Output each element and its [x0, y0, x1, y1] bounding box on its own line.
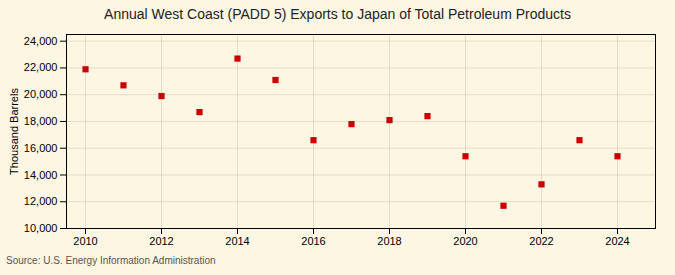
svg-text:2024: 2024	[605, 235, 629, 247]
svg-text:16,000: 16,000	[24, 142, 58, 154]
svg-text:12,000: 12,000	[24, 195, 58, 207]
svg-text:22,000: 22,000	[24, 61, 58, 73]
html-text:Annual West Coast (PADD 5) Exp: Annual West Coast (PADD 5) Exports to Ja…	[104, 6, 571, 22]
html-text:Source: U.S. Energy Informatio: Source: U.S. Energy Information Administ…	[6, 255, 216, 266]
svg-text:2014: 2014	[225, 235, 249, 247]
svg-text:2012: 2012	[149, 235, 173, 247]
svg-text:24,000: 24,000	[24, 35, 58, 47]
svg-text:10,000: 10,000	[24, 222, 58, 234]
svg-text:2020: 2020	[453, 235, 477, 247]
svg-text:2010: 2010	[73, 235, 97, 247]
svg-text:14,000: 14,000	[24, 169, 58, 181]
svg-text:20,000: 20,000	[24, 88, 58, 100]
svg-text:2018: 2018	[377, 235, 401, 247]
svg-text:18,000: 18,000	[24, 115, 58, 127]
svg-text:2016: 2016	[301, 235, 325, 247]
svg-text:2022: 2022	[529, 235, 553, 247]
svg-text:Thousand Barrels: Thousand Barrels	[8, 88, 20, 175]
